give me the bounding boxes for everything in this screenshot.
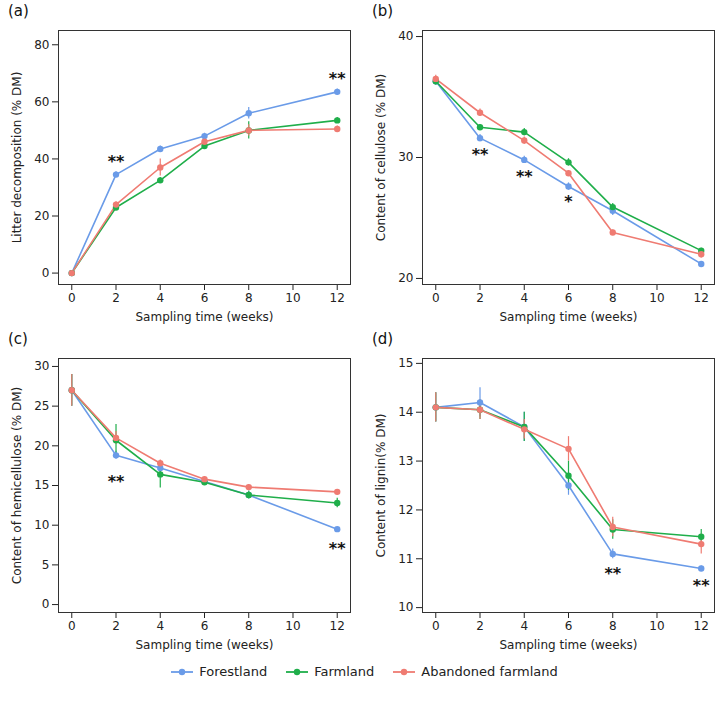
svg-text:Content of hemicellulose (% DM: Content of hemicellulose (% DM) — [10, 387, 24, 584]
svg-text:4: 4 — [156, 619, 164, 633]
svg-text:**: ** — [108, 472, 125, 491]
svg-text:6: 6 — [565, 291, 573, 305]
svg-text:8: 8 — [245, 619, 253, 633]
svg-text:0: 0 — [432, 291, 440, 305]
svg-text:20: 20 — [34, 439, 49, 453]
svg-text:0: 0 — [68, 291, 76, 305]
svg-text:Sampling time (weeks): Sampling time (weeks) — [135, 310, 273, 324]
svg-text:4: 4 — [156, 291, 164, 305]
svg-text:**: ** — [329, 69, 346, 88]
svg-text:12: 12 — [330, 291, 345, 305]
svg-text:20: 20 — [34, 209, 49, 223]
svg-text:4: 4 — [520, 619, 528, 633]
svg-text:Content of cellulose (% DM): Content of cellulose (% DM) — [374, 74, 388, 241]
svg-text:0: 0 — [68, 619, 76, 633]
svg-text:15: 15 — [34, 478, 49, 492]
svg-text:**: ** — [604, 564, 621, 583]
svg-text:8: 8 — [609, 291, 617, 305]
svg-text:11: 11 — [398, 552, 413, 566]
svg-text:20: 20 — [398, 271, 413, 285]
html-text:(d): (d) — [372, 330, 394, 348]
svg-text:Sampling time (weeks): Sampling time (weeks) — [499, 638, 637, 652]
svg-text:10: 10 — [398, 600, 413, 614]
svg-text:0: 0 — [42, 597, 50, 611]
svg-text:14: 14 — [398, 405, 413, 419]
svg-text:60: 60 — [34, 95, 49, 109]
svg-text:6: 6 — [201, 619, 209, 633]
svg-text:12: 12 — [694, 291, 709, 305]
svg-text:**: ** — [472, 145, 489, 164]
svg-text:8: 8 — [245, 291, 253, 305]
svg-text:80: 80 — [34, 38, 49, 52]
svg-text:Sampling time (weeks): Sampling time (weeks) — [135, 638, 273, 652]
svg-text:13: 13 — [398, 454, 413, 468]
html-text:Farmland: Farmland — [314, 664, 375, 679]
svg-text:25: 25 — [34, 399, 49, 413]
svg-text:12: 12 — [694, 619, 709, 633]
svg-text:2: 2 — [476, 291, 484, 305]
svg-text:**: ** — [108, 152, 125, 171]
svg-text:6: 6 — [201, 291, 209, 305]
html-text:Forestland: Forestland — [199, 664, 268, 679]
html-text:(b): (b) — [372, 2, 394, 20]
svg-text:5: 5 — [42, 558, 50, 572]
html-text:Abandoned farmland: Abandoned farmland — [421, 664, 558, 679]
html-text:(c): (c) — [8, 330, 28, 348]
html-text:(a): (a) — [8, 2, 29, 20]
svg-text:*: * — [564, 192, 573, 211]
svg-text:15: 15 — [398, 356, 413, 370]
svg-text:10: 10 — [649, 619, 664, 633]
svg-text:10: 10 — [285, 619, 300, 633]
svg-text:Litter decomposition (% DM): Litter decomposition (% DM) — [10, 72, 24, 244]
svg-text:0: 0 — [42, 266, 50, 280]
svg-text:10: 10 — [34, 518, 49, 532]
svg-text:10: 10 — [285, 291, 300, 305]
svg-text:**: ** — [693, 576, 710, 595]
svg-text:12: 12 — [330, 619, 345, 633]
svg-text:12: 12 — [398, 503, 413, 517]
svg-text:6: 6 — [565, 619, 573, 633]
svg-text:10: 10 — [649, 291, 664, 305]
svg-text:4: 4 — [520, 291, 528, 305]
svg-text:30: 30 — [398, 150, 413, 164]
svg-text:**: ** — [329, 539, 346, 558]
svg-text:40: 40 — [34, 152, 49, 166]
svg-text:2: 2 — [112, 291, 120, 305]
svg-text:Content of lignin(% DM): Content of lignin(% DM) — [374, 414, 388, 558]
svg-text:2: 2 — [476, 619, 484, 633]
svg-text:8: 8 — [609, 619, 617, 633]
svg-text:Sampling time (weeks): Sampling time (weeks) — [499, 310, 637, 324]
svg-text:**: ** — [516, 167, 533, 186]
svg-text:2: 2 — [112, 619, 120, 633]
svg-text:40: 40 — [398, 29, 413, 43]
svg-text:0: 0 — [432, 619, 440, 633]
svg-text:30: 30 — [34, 359, 49, 373]
